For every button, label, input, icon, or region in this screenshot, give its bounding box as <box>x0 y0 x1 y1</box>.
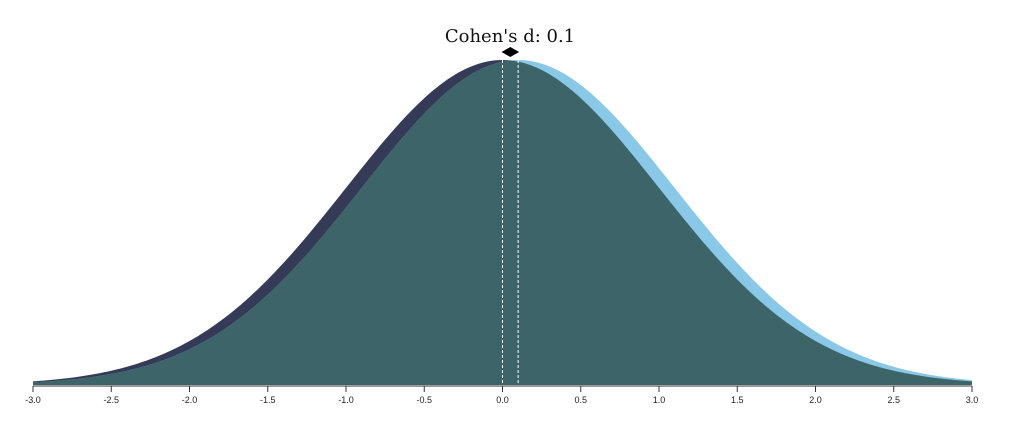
x-tick-label: -1.5 <box>260 395 276 405</box>
x-tick-label: 0.0 <box>496 395 509 405</box>
x-tick-label: -0.5 <box>416 395 432 405</box>
x-tick-label: 2.5 <box>887 395 900 405</box>
x-tick-label: -1.0 <box>338 395 354 405</box>
chart-title: Cohen's d: 0.1 <box>445 26 575 47</box>
x-tick-label: -2.0 <box>182 395 198 405</box>
effect-size-arrow-icon <box>501 47 520 57</box>
x-tick-label: 1.0 <box>653 395 666 405</box>
chart-title-group: Cohen's d: 0.1 <box>445 26 575 57</box>
x-axis: -3.0 -2.5 -2.0 -1.5 -1.0 -0.5 0.0 0.5 1.0 1.5 2.0 2… <box>25 385 979 405</box>
x-tick-label: 3.0 <box>966 395 979 405</box>
x-tick-label: 1.5 <box>731 395 744 405</box>
x-tick-label: 0.5 <box>574 395 587 405</box>
x-tick-label: 2.0 <box>809 395 822 405</box>
x-tick-label: -3.0 <box>25 395 41 405</box>
mean-lines <box>502 60 519 385</box>
x-tick-label: -2.5 <box>103 395 119 405</box>
